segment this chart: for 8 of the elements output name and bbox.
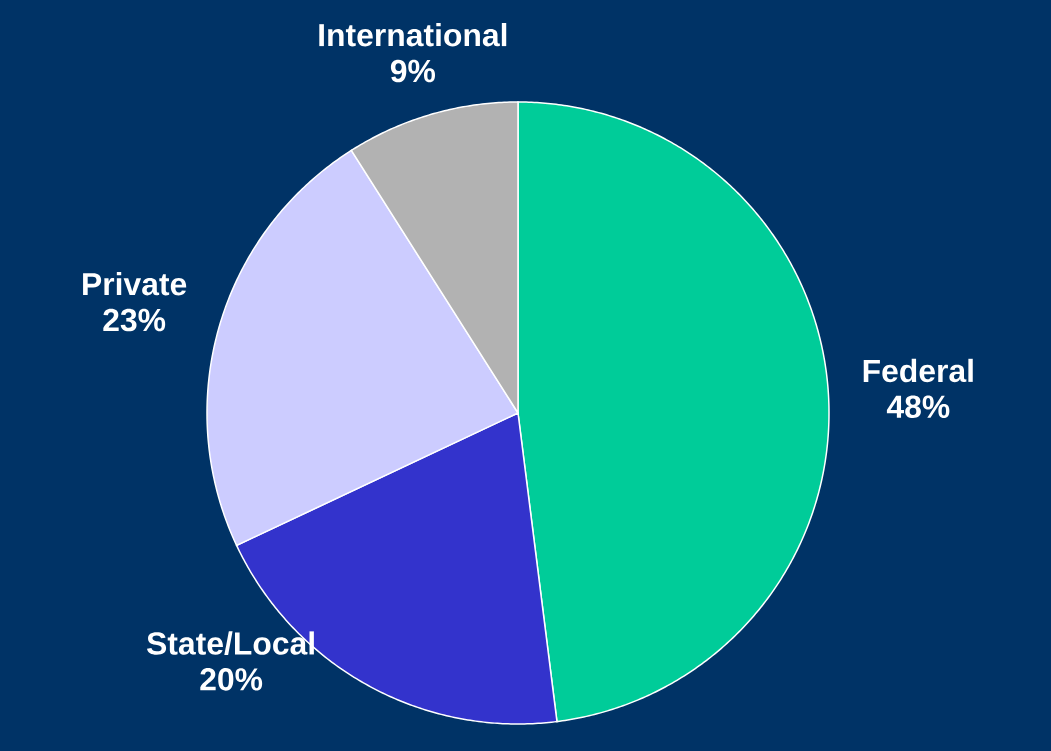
data-label: 9%	[390, 59, 436, 83]
slice-label: State/Local	[146, 631, 314, 656]
slice-label: Federal	[863, 358, 973, 383]
slice-label: International	[319, 23, 507, 47]
data-label: 48%	[886, 395, 950, 419]
slice-label: Private	[83, 272, 187, 296]
data-label: 20%	[200, 668, 263, 691]
data-label: 23%	[103, 308, 166, 332]
